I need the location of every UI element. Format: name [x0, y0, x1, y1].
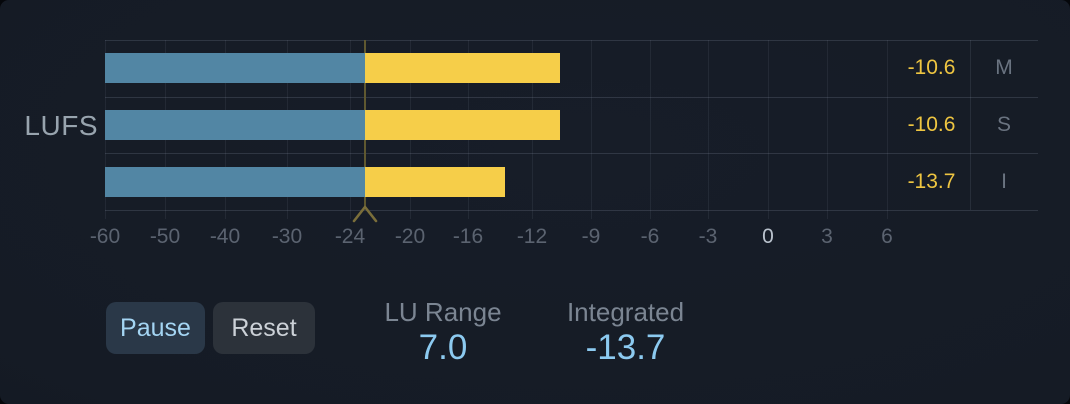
shortterm-value: -10.6: [907, 113, 956, 136]
bar-s-low-segment: [105, 110, 365, 140]
bar-m-low-segment: [105, 53, 365, 83]
grid-hline: [105, 153, 1038, 154]
grid-vline: [591, 40, 592, 219]
axis-tick-label: -60: [89, 225, 121, 248]
integrated-row-label: I: [1001, 170, 1007, 193]
integrated-row-value: -13.7: [907, 170, 956, 193]
axis-tick-label: -9: [581, 225, 601, 248]
bar-s-high-segment: [365, 110, 560, 140]
axis-tick-label: -40: [209, 225, 241, 248]
axis-tick-label: 0: [762, 225, 774, 248]
integrated-value: -13.7: [585, 328, 666, 367]
grid-hline: [105, 40, 1038, 41]
grid-vline: [650, 40, 651, 219]
bar-i-high-segment: [365, 167, 505, 197]
lu-range-value: 7.0: [418, 328, 468, 367]
grid-vline: [708, 40, 709, 219]
reset-button[interactable]: Reset: [213, 302, 315, 354]
axis-tick-label: -20: [394, 225, 426, 248]
shortterm-row-label: S: [996, 113, 1011, 136]
momentary-row-label: M: [995, 56, 1013, 79]
target-marker-caret-icon: [352, 205, 378, 223]
axis-tick-label: -50: [149, 225, 181, 248]
axis-tick-label: -3: [698, 225, 718, 248]
bar-i-low-segment: [105, 167, 365, 197]
axis-tick-label: 6: [881, 225, 893, 248]
axis-tick-label: -24: [334, 225, 366, 248]
axis-tick-label: 3: [821, 225, 833, 248]
grid-hline: [105, 210, 1038, 211]
bar-m-high-segment: [365, 53, 560, 83]
grid-vline: [827, 40, 828, 219]
integrated-label: Integrated: [566, 297, 685, 327]
grid-vline: [887, 40, 888, 219]
column-separator-line: [970, 40, 971, 210]
momentary-value: -10.6: [907, 56, 956, 79]
axis-tick-label: -16: [452, 225, 484, 248]
pause-button[interactable]: Pause: [106, 302, 205, 354]
axis-tick-label: -30: [271, 225, 303, 248]
axis-tick-label: -6: [640, 225, 660, 248]
axis-tick-label: -12: [516, 225, 548, 248]
grid-vline: [768, 40, 769, 219]
grid-hline: [105, 97, 1038, 98]
lu-range-label: LU Range: [384, 297, 502, 327]
lufs-axis-label: LUFS: [24, 110, 98, 141]
